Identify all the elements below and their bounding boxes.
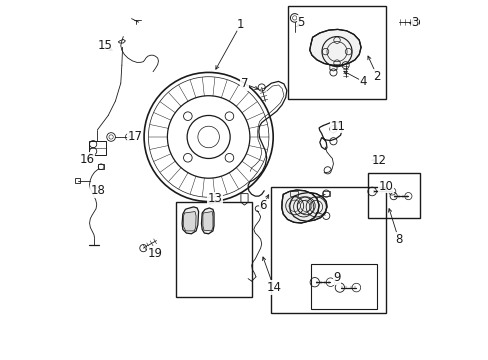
Text: 14: 14 [266, 281, 281, 294]
Text: 6: 6 [259, 199, 266, 212]
Text: 13: 13 [207, 192, 222, 205]
Text: 18: 18 [91, 184, 105, 197]
Text: 10: 10 [378, 180, 393, 193]
Polygon shape [183, 212, 196, 231]
Bar [310, 264, 376, 309]
Text: 15: 15 [97, 39, 112, 52]
Text: 2: 2 [373, 69, 380, 82]
Polygon shape [182, 207, 198, 234]
Bar [88, 140, 106, 155]
Text: 11: 11 [330, 120, 345, 133]
Polygon shape [281, 190, 319, 223]
Text: 12: 12 [371, 154, 386, 167]
Text: 17: 17 [127, 130, 142, 143]
Text: 1: 1 [237, 18, 244, 31]
Text: 7: 7 [240, 77, 248, 90]
Polygon shape [309, 30, 360, 65]
Bar [367, 173, 419, 218]
Bar [287, 6, 386, 99]
Text: 8: 8 [394, 233, 402, 246]
Polygon shape [201, 208, 214, 234]
Text: 5: 5 [297, 16, 304, 29]
Text: 4: 4 [358, 75, 366, 88]
Text: 19: 19 [148, 247, 163, 260]
Polygon shape [289, 193, 326, 221]
Text: 16: 16 [79, 153, 94, 166]
Bar [176, 202, 251, 297]
Text: 9: 9 [333, 271, 340, 284]
Polygon shape [203, 212, 212, 231]
Text: 3: 3 [410, 17, 418, 30]
Bar [271, 187, 386, 313]
